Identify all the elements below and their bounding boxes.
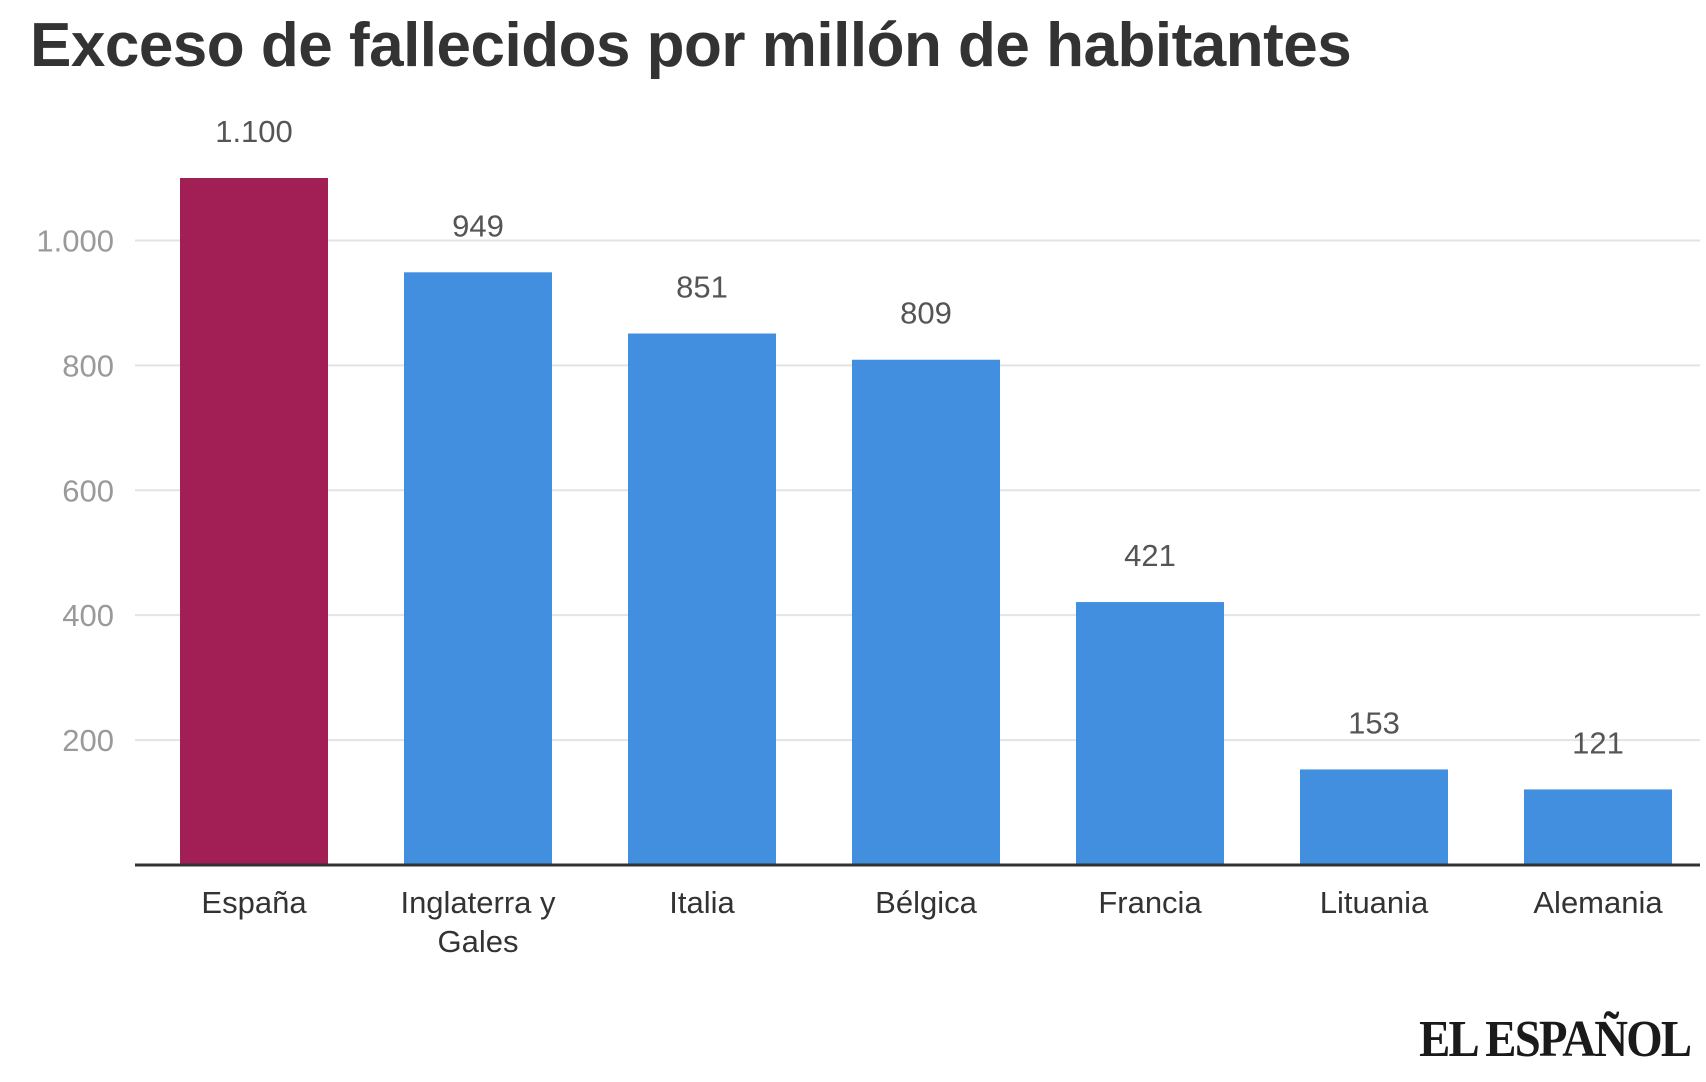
x-tick-label: Inglaterra y Gales [400,885,556,959]
x-tick-label-line: Francia [1098,885,1202,920]
x-tick-label-line: Gales [438,924,519,959]
brand-logo: EL ESPAÑOL [1418,1011,1692,1068]
data-label: 949 [452,208,504,243]
bar [1524,789,1672,865]
x-tick-label: Francia [1098,885,1202,920]
bar [1076,602,1224,865]
y-tick-label: 200 [62,723,114,758]
x-tick-label-line: Italia [669,885,735,920]
bar [628,333,776,865]
x-tick-label: España [201,885,307,920]
data-label: 809 [900,296,952,331]
data-label: 121 [1572,725,1624,760]
bar [852,359,1000,865]
x-tick-label-line: Alemania [1533,885,1663,920]
y-tick-label: 400 [62,598,114,633]
data-label: 851 [676,270,728,305]
x-axis-labels: España Inglaterra y Gales Italia Bélgica Fran… [201,885,1663,959]
x-tick-label-line: España [201,885,307,920]
bar [180,178,328,865]
y-axis-ticks: 200 400 600 800 1.000 [36,223,114,758]
y-tick-label: 800 [62,348,114,383]
data-label: 421 [1124,538,1176,573]
bar [404,272,552,865]
bars [180,178,1672,865]
x-tick-label: Italia [669,885,735,920]
x-tick-label-line: Inglaterra y [400,885,556,920]
x-tick-label-line: Bélgica [875,885,977,920]
x-tick-label: Bélgica [875,885,977,920]
bar [1300,769,1448,865]
x-tick-label: Lituania [1320,885,1429,920]
value-labels: 1.100 949 851 809 421 153 121 [215,114,1624,760]
x-tick-label-line: Lituania [1320,885,1429,920]
data-label: 1.100 [215,114,293,149]
y-tick-label: 1.000 [36,223,114,258]
data-label: 153 [1348,705,1400,740]
y-tick-label: 600 [62,473,114,508]
x-tick-label: Alemania [1533,885,1663,920]
chart-title: Exceso de fallecidos por millón de habit… [30,11,1352,80]
